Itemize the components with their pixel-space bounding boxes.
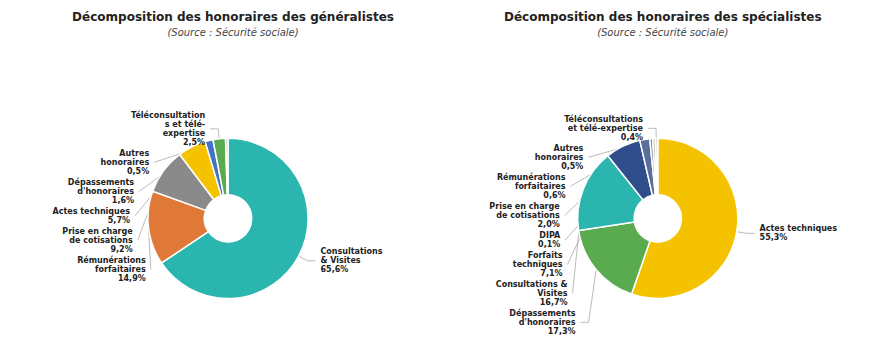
svg-text:Téléconsultations: Téléconsultations	[564, 114, 643, 124]
svg-text:0,6%: 0,6%	[543, 191, 565, 200]
svg-text:forfaitaires: forfaitaires	[515, 182, 566, 191]
svg-text:Dépassements: Dépassements	[68, 177, 134, 187]
svg-text:16,7%: 16,7%	[540, 298, 568, 307]
svg-text:expertise: expertise	[163, 129, 206, 138]
svg-text:5,7%: 5,7%	[108, 216, 130, 225]
svg-text:14,9%: 14,9%	[118, 274, 146, 283]
svg-text:9,2%: 9,2%	[110, 245, 132, 254]
svg-text:Autres: Autres	[554, 144, 584, 153]
svg-text:Visites: Visites	[537, 289, 568, 298]
svg-text:Rémunérations: Rémunérations	[497, 172, 566, 182]
svg-text:techniques: techniques	[513, 260, 563, 269]
svg-text:0,5%: 0,5%	[127, 167, 149, 176]
svg-text:Consultations: Consultations	[320, 247, 382, 256]
svg-text:de cotisations: de cotisations	[496, 211, 560, 220]
svg-text:Dépassements: Dépassements	[509, 308, 575, 318]
svg-text:forfaitaires: forfaitaires	[95, 265, 146, 274]
svg-text:2,5%: 2,5%	[183, 138, 205, 147]
svg-text:1,6%: 1,6%	[112, 196, 134, 205]
svg-text:de cotisations: de cotisations	[69, 236, 133, 245]
svg-text:d'honoraires: d'honoraires	[519, 318, 576, 327]
svg-text:d'honoraires: d'honoraires	[77, 187, 134, 196]
svg-text:55,3%: 55,3%	[760, 233, 788, 242]
svg-text:Téléconsultation: Téléconsultation	[131, 110, 205, 120]
svg-text:2,0%: 2,0%	[538, 220, 560, 229]
svg-text:honoraires: honoraires	[535, 153, 584, 162]
svg-text:Rémunérations: Rémunérations	[77, 255, 146, 265]
svg-text:(Source : Sécurité sociale): (Source : Sécurité sociale)	[597, 27, 728, 38]
svg-text:65,6%: 65,6%	[320, 265, 348, 274]
svg-text:honoraires: honoraires	[101, 158, 150, 167]
svg-text:Prise en charge: Prise en charge	[62, 227, 133, 236]
svg-text:17,3%: 17,3%	[548, 327, 576, 336]
svg-text:Actes techniques: Actes techniques	[53, 207, 131, 216]
svg-text:et télé-expertise: et télé-expertise	[568, 123, 644, 133]
svg-text:0,5%: 0,5%	[561, 162, 583, 171]
svg-text:Prise en charge: Prise en charge	[489, 202, 560, 211]
svg-text:(Source : Sécurité sociale): (Source : Sécurité sociale)	[167, 27, 298, 38]
svg-text:Décomposition des honoraires d: Décomposition des honoraires des général…	[72, 10, 394, 24]
svg-text:Consultations &: Consultations &	[496, 280, 568, 289]
svg-text:s et télé-: s et télé-	[165, 119, 205, 129]
svg-text:Autres: Autres	[119, 149, 149, 158]
svg-text:Forfaits: Forfaits	[528, 251, 563, 260]
svg-text:& Visites: & Visites	[320, 256, 360, 265]
svg-text:0,1%: 0,1%	[538, 240, 560, 249]
svg-text:DIPA: DIPA	[539, 231, 561, 240]
svg-text:Actes techniques: Actes techniques	[760, 224, 838, 233]
svg-text:0,4%: 0,4%	[621, 133, 643, 142]
svg-text:7,1%: 7,1%	[540, 269, 562, 278]
svg-text:Décomposition des honoraires d: Décomposition des honoraires des spécial…	[504, 10, 822, 24]
